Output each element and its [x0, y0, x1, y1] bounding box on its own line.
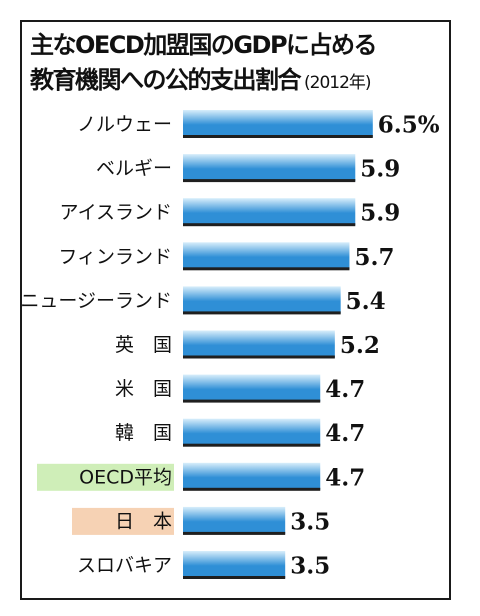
category-label: OECD平均 — [79, 466, 172, 488]
value-label: 5.2 — [340, 332, 380, 359]
value-label: 5.4 — [346, 288, 386, 315]
category-label: 日 本 — [115, 510, 172, 532]
category-label: 韓 国 — [115, 422, 172, 444]
category-label: スロバキア — [77, 555, 172, 577]
value-label: 6.5% — [378, 112, 440, 139]
bar-underline — [183, 135, 373, 138]
highlight-oecd-average — [37, 463, 174, 491]
value-label: 4.7 — [325, 464, 365, 491]
category-label: 英 国 — [115, 334, 172, 356]
chart-title-line1: 主なOECD加盟国のGDPに占める — [30, 31, 378, 59]
bar — [183, 462, 321, 490]
bar — [183, 374, 321, 402]
bar-underline — [183, 399, 321, 403]
value-label: 5.7 — [354, 244, 394, 271]
value-label: 3.5 — [290, 553, 330, 580]
bar-underline — [183, 576, 286, 579]
bar-underline — [183, 355, 335, 359]
bar-underline — [183, 311, 341, 315]
bar-underline — [183, 531, 286, 535]
value-label: 3.5 — [290, 508, 330, 535]
bar — [183, 198, 356, 226]
category-label: フィンランド — [58, 246, 172, 268]
bar-underline — [183, 223, 356, 227]
bars-group: ノルウェー 6.5% ベルギー 5.9 アイスランド 5.9 フィンランド 5.7 ニュージーラ… — [20, 110, 440, 580]
category-label: ノルウェー — [77, 114, 172, 136]
bar-underline — [183, 487, 321, 491]
value-label: 4.7 — [325, 420, 365, 447]
bar — [183, 418, 321, 446]
bar — [183, 154, 356, 182]
bar-underline — [183, 267, 350, 271]
category-label: ニュージーランド — [20, 290, 172, 312]
category-label: アイスランド — [60, 202, 172, 224]
bar — [183, 286, 341, 314]
bar — [183, 330, 335, 358]
highlight-japan — [72, 507, 174, 535]
value-label: 5.9 — [360, 200, 400, 227]
bar — [183, 110, 373, 137]
year-note: (2012年) — [304, 73, 372, 93]
bar — [183, 242, 350, 270]
category-label: 米 国 — [115, 378, 172, 400]
value-label: 4.7 — [325, 376, 365, 403]
category-label: ベルギー — [96, 158, 172, 180]
bar-underline — [183, 179, 356, 183]
chart-title-line2-text: 教育機関への公的支出割合 — [30, 66, 302, 94]
chart-title-line2: 教育機関への公的支出割合 (2012年) — [30, 60, 372, 95]
value-label: 5.9 — [360, 156, 400, 183]
bar-underline — [183, 443, 321, 447]
bar — [183, 506, 286, 534]
bar — [183, 551, 286, 578]
